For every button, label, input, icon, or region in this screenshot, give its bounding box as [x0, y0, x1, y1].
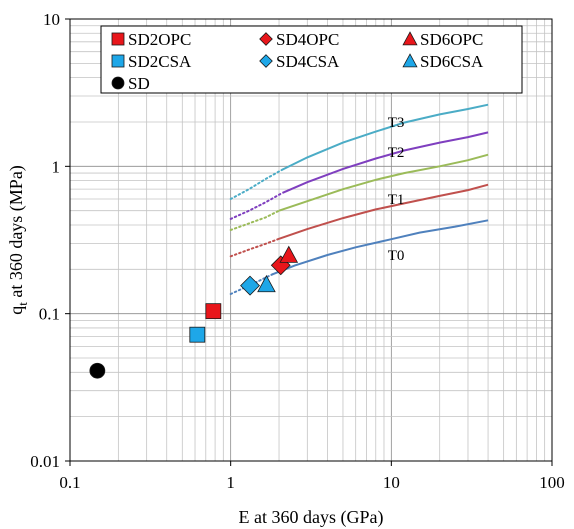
curve-label-t3: T3 [388, 115, 405, 131]
legend-label-sd: SD [128, 74, 150, 93]
x-tick-label: 100 [539, 473, 565, 492]
curve-t1-solid [278, 183, 489, 240]
curve-t4-solid [281, 103, 489, 171]
legend-marker-sd4csa [259, 54, 273, 68]
legend-label-sd2csa: SD2CSA [128, 52, 192, 71]
curve-label-t0: T0 [388, 248, 405, 264]
curve-t0-solid [272, 219, 489, 276]
legend-marker-sd6opc [402, 31, 418, 46]
point-sd4csa [240, 275, 260, 296]
legend: SD2OPC SD4OPC SD6OPC SD2CSA SD4CSA SD6CSA SD [100, 25, 523, 94]
y-tick-label: 10 [43, 10, 60, 29]
y-tick-label: 0.1 [39, 305, 60, 324]
curve-t2-solid [278, 153, 489, 212]
curve-t4-dotted [229, 168, 284, 200]
legend-marker-sd4opc [259, 32, 273, 46]
x-tick-label: 10 [383, 473, 400, 492]
point-sd [89, 362, 106, 379]
curve-label-t2: T2 [388, 145, 405, 161]
y-tick-label: 0.01 [30, 452, 60, 471]
axis-ticks: 0.1 1 10 100 0.01 0.1 1 10 [30, 10, 565, 492]
legend-label-sd2opc: SD2OPC [128, 30, 191, 49]
point-sd2csa [189, 326, 206, 343]
point-sd2opc [205, 303, 222, 320]
legend-marker-sd2csa [111, 54, 125, 68]
point-sd6csa [257, 274, 276, 293]
y-axis-title-subscript: t [15, 302, 30, 306]
legend-label-sd4opc: SD4OPC [276, 30, 339, 49]
legend-marker-sd2opc [111, 32, 125, 46]
legend-marker-sd6csa [402, 53, 418, 68]
x-tick-label: 0.1 [59, 473, 80, 492]
legend-marker-sd [111, 76, 125, 90]
legend-box [100, 25, 523, 94]
x-axis-title: E at 360 days (GPa) [239, 507, 384, 528]
plot-frame [69, 18, 553, 462]
y-axis-title: qt at 360 days (MPa) [6, 165, 30, 315]
y-axis-title-rest: at 360 days (MPa) [6, 165, 27, 302]
data-points [89, 245, 299, 379]
y-tick-label: 1 [52, 157, 61, 176]
curve-t3-dotted [229, 191, 284, 220]
curve-t3-solid [282, 131, 489, 194]
x-tick-label: 1 [226, 473, 235, 492]
curve-t2-dotted [229, 209, 280, 231]
y-axis-title-main: q [6, 306, 26, 315]
point-sd6opc [279, 245, 299, 263]
legend-label-sd6csa: SD6CSA [420, 52, 484, 71]
curve-label-t1: T1 [388, 192, 405, 208]
curve-t1-dotted [229, 237, 280, 258]
legend-label-sd6opc: SD6OPC [420, 30, 483, 49]
legend-label-sd4csa: SD4CSA [276, 52, 340, 71]
